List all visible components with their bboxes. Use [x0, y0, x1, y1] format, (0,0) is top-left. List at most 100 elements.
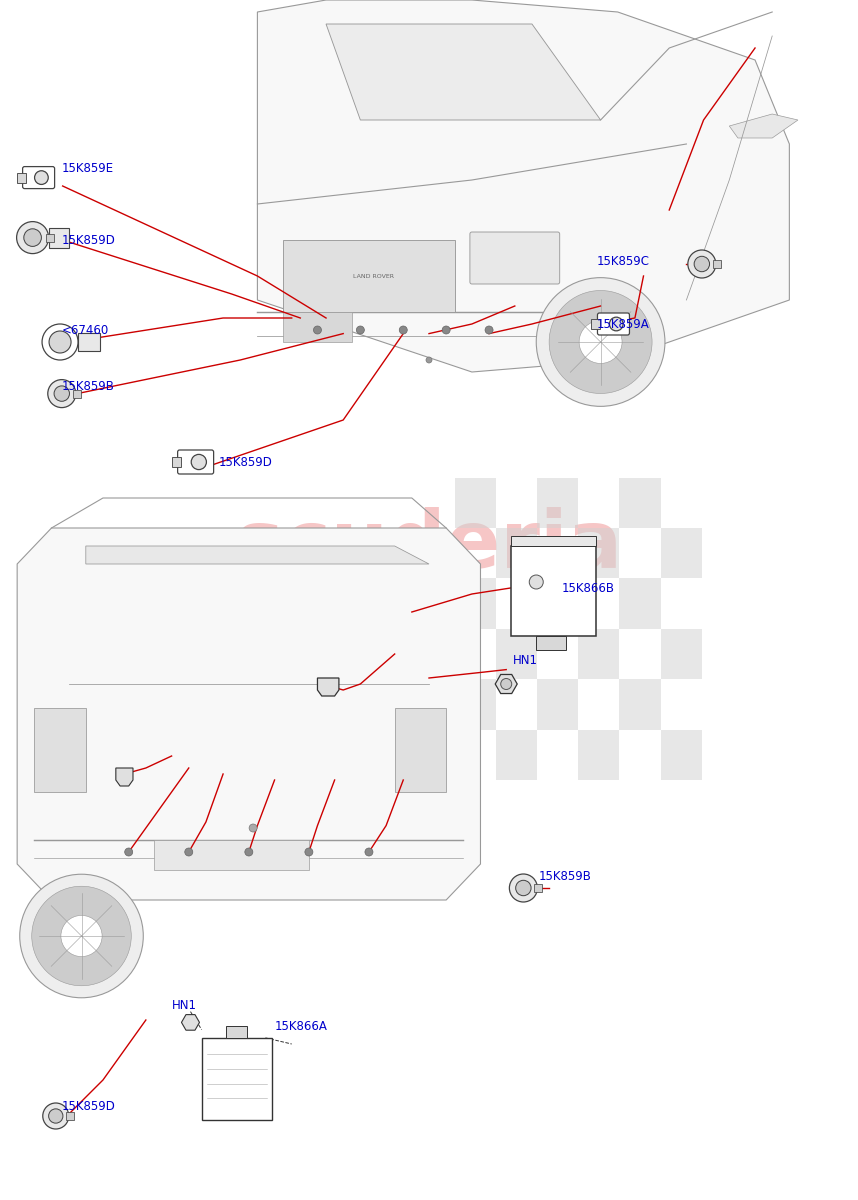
Bar — [45, 234, 53, 241]
Bar — [578, 730, 619, 780]
Circle shape — [184, 848, 193, 856]
Circle shape — [365, 848, 373, 856]
Text: part: part — [380, 584, 478, 626]
Circle shape — [313, 326, 322, 334]
Circle shape — [510, 874, 537, 902]
Circle shape — [48, 379, 76, 408]
Circle shape — [501, 678, 511, 690]
Polygon shape — [317, 678, 339, 696]
Bar — [537, 578, 578, 629]
Circle shape — [34, 170, 48, 185]
Circle shape — [49, 331, 71, 353]
Bar — [73, 390, 81, 397]
Circle shape — [191, 455, 207, 469]
Bar — [395, 708, 446, 792]
Bar — [511, 536, 596, 546]
Circle shape — [124, 848, 133, 856]
Circle shape — [42, 324, 78, 360]
Bar — [202, 1038, 272, 1120]
Bar — [578, 528, 619, 578]
Circle shape — [20, 875, 143, 997]
Circle shape — [688, 250, 716, 278]
Bar — [283, 240, 455, 312]
Text: 15K859C: 15K859C — [596, 256, 650, 268]
Circle shape — [426, 358, 432, 362]
Bar — [78, 332, 100, 350]
Text: 15K866B: 15K866B — [562, 582, 615, 594]
Bar — [535, 884, 542, 892]
Circle shape — [529, 575, 543, 589]
Text: 15K859E: 15K859E — [62, 162, 114, 174]
Circle shape — [516, 881, 531, 895]
FancyBboxPatch shape — [597, 313, 630, 335]
Bar — [496, 629, 537, 679]
Circle shape — [485, 326, 493, 334]
Polygon shape — [257, 0, 789, 372]
Text: 15K859D: 15K859D — [62, 1100, 116, 1112]
Text: 15K859D: 15K859D — [62, 234, 116, 246]
Text: 15K859B: 15K859B — [62, 380, 115, 392]
Polygon shape — [86, 546, 429, 564]
Text: 15K859B: 15K859B — [539, 870, 592, 882]
Bar — [455, 578, 496, 629]
Circle shape — [61, 916, 102, 956]
Bar — [172, 457, 181, 467]
Circle shape — [356, 326, 365, 334]
Bar — [496, 730, 537, 780]
Text: HN1: HN1 — [172, 1000, 196, 1012]
Circle shape — [249, 824, 257, 832]
FancyBboxPatch shape — [470, 232, 559, 284]
Bar — [619, 578, 661, 629]
Circle shape — [536, 277, 665, 407]
Text: scuderia: scuderia — [235, 506, 623, 584]
Bar — [16, 173, 26, 182]
Circle shape — [54, 386, 69, 401]
Text: 15K866A: 15K866A — [275, 1020, 328, 1032]
FancyBboxPatch shape — [22, 167, 55, 188]
Text: <67460: <67460 — [62, 324, 109, 336]
Circle shape — [549, 290, 652, 394]
Text: LAND ROVER: LAND ROVER — [353, 274, 394, 278]
Bar — [34, 708, 86, 792]
Circle shape — [579, 320, 622, 364]
Circle shape — [609, 317, 623, 331]
Bar — [537, 679, 578, 730]
Bar — [619, 478, 661, 528]
Text: 15K859D: 15K859D — [219, 456, 273, 468]
Bar — [537, 478, 578, 528]
Bar — [66, 1112, 74, 1120]
Bar — [661, 629, 702, 679]
Polygon shape — [17, 528, 480, 900]
Circle shape — [245, 848, 253, 856]
Circle shape — [399, 326, 408, 334]
Circle shape — [442, 326, 450, 334]
Circle shape — [16, 222, 49, 253]
Bar — [591, 319, 601, 329]
Bar — [536, 636, 566, 650]
Circle shape — [32, 887, 131, 985]
Polygon shape — [182, 1015, 199, 1030]
FancyBboxPatch shape — [178, 450, 214, 474]
Bar — [49, 228, 69, 247]
Bar — [154, 840, 309, 870]
Polygon shape — [495, 674, 517, 694]
Bar — [455, 679, 496, 730]
Circle shape — [49, 1109, 63, 1123]
Bar — [227, 1026, 247, 1038]
Bar — [511, 546, 596, 636]
Bar — [661, 528, 702, 578]
Bar — [713, 260, 721, 268]
Bar — [283, 312, 352, 342]
Text: HN1: HN1 — [513, 654, 538, 666]
Bar — [578, 629, 619, 679]
Circle shape — [305, 848, 313, 856]
Circle shape — [24, 229, 41, 246]
Bar — [455, 478, 496, 528]
Bar — [661, 730, 702, 780]
Bar — [619, 679, 661, 730]
Circle shape — [43, 1103, 69, 1129]
Circle shape — [694, 257, 710, 271]
Text: 15K859A: 15K859A — [596, 318, 649, 330]
Polygon shape — [729, 114, 798, 138]
Polygon shape — [116, 768, 133, 786]
